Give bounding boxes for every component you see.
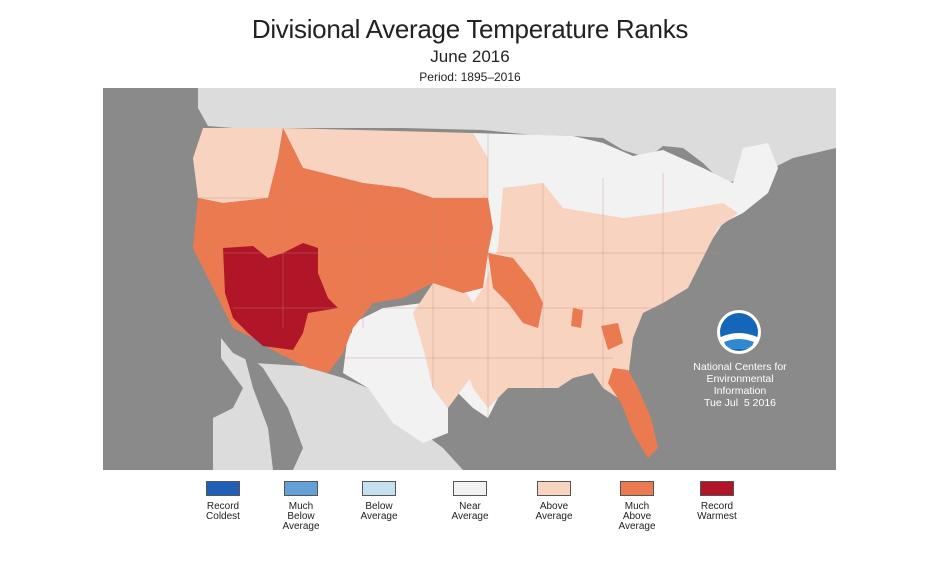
legend-swatch xyxy=(206,481,240,496)
region-above-average-northplains xyxy=(283,128,488,198)
region-record-warmest-southwest xyxy=(223,243,338,350)
legend-swatch xyxy=(620,481,654,496)
legend-swatch xyxy=(362,481,396,496)
legend: Record Coldest Much Below Average Below Aver… xyxy=(0,481,940,551)
climate-division-lines xyxy=(198,128,723,418)
region-near-average-michigan xyxy=(543,158,583,188)
period-label: Period: 1895–2016 xyxy=(419,70,521,84)
legend-swatch xyxy=(537,481,571,496)
legend-label: Below Average xyxy=(360,501,398,522)
region-near-average-texas xyxy=(343,333,448,443)
map-title: Divisional Average Temperature Ranks xyxy=(251,14,689,44)
map-subtitle: June 2016 xyxy=(430,47,510,66)
legend-label: Near Average xyxy=(451,501,489,522)
region-much-above-south-carolina xyxy=(601,323,623,350)
legend-swatch xyxy=(700,481,734,496)
legend-item-much-above: Much Above Average xyxy=(592,481,682,532)
legend-item-record-warmest: Record Warmest xyxy=(672,481,762,522)
noaa-logo-icon xyxy=(717,310,761,354)
credit-line-3: Information xyxy=(713,385,767,397)
legend-item-above: Above Average xyxy=(509,481,599,522)
credit-date: Tue Jul 5 2016 xyxy=(704,397,776,409)
credit-line-2: Environmental xyxy=(706,373,774,385)
region-much-above-tennessee xyxy=(571,308,583,328)
legend-label: Record Warmest xyxy=(697,501,737,522)
legend-label: Record Coldest xyxy=(206,501,240,522)
legend-item-near: Near Average xyxy=(425,481,515,522)
credit-text: National Centers for Environmental Infor… xyxy=(685,361,795,409)
region-above-average-east xyxy=(458,183,738,408)
us-map-svg xyxy=(103,88,836,470)
gulf-of-california xyxy=(243,350,303,470)
legend-swatch xyxy=(453,481,487,496)
legend-item-below: Below Average xyxy=(334,481,424,522)
legend-label: Much Above Average xyxy=(618,501,656,532)
legend-item-record-coldest: Record Coldest xyxy=(178,481,268,522)
region-near-average-northeast xyxy=(663,168,728,206)
canada-land xyxy=(198,88,836,183)
legend-label: Much Below Average xyxy=(282,501,320,532)
credit-line-1: National Centers for xyxy=(693,361,787,373)
legend-item-much-below: Much Below Average xyxy=(256,481,346,532)
legend-swatch xyxy=(284,481,318,496)
legend-label: Above Average xyxy=(535,501,573,522)
region-above-average-northwest xyxy=(193,128,283,203)
region-much-above-florida xyxy=(608,368,658,458)
temperature-rank-map xyxy=(103,88,836,470)
region-much-above-mississippi xyxy=(488,253,543,328)
region-above-average-texas-east xyxy=(413,283,483,408)
